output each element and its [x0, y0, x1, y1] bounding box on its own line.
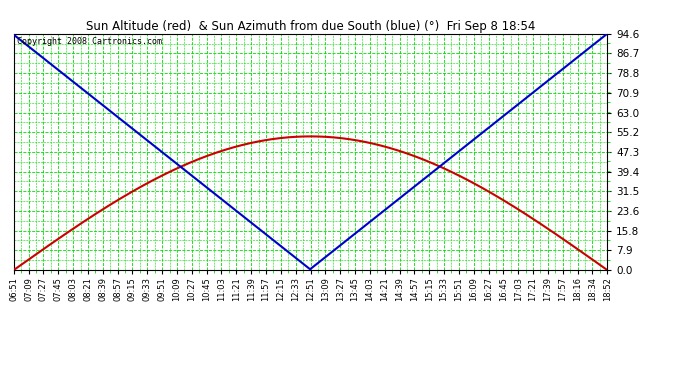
Text: Copyright 2008 Cartronics.com: Copyright 2008 Cartronics.com	[17, 37, 161, 46]
Title: Sun Altitude (red)  & Sun Azimuth from due South (blue) (°)  Fri Sep 8 18:54: Sun Altitude (red) & Sun Azimuth from du…	[86, 20, 535, 33]
